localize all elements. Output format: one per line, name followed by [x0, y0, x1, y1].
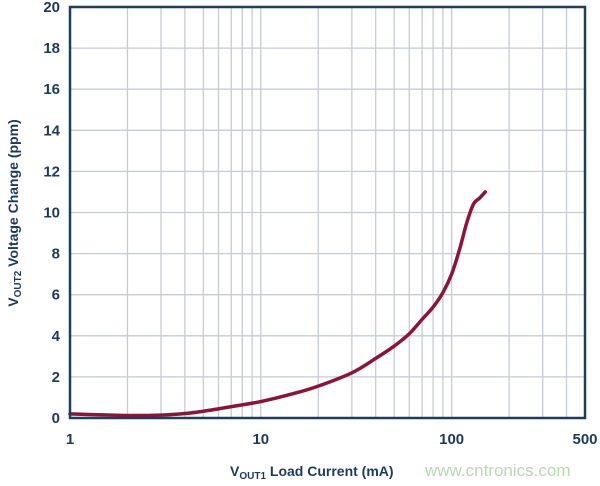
y-tick-label: 16	[43, 81, 60, 98]
y-axis-label: VOUT2 Voltage Change (ppm)	[5, 119, 24, 306]
x-tick-label: 1	[66, 431, 74, 448]
x-tick-labels: 1 10 100 500	[66, 431, 598, 448]
y-tick-label: 8	[52, 246, 60, 263]
grid	[70, 7, 585, 418]
y-tick-label: 10	[43, 205, 60, 222]
y-tick-label: 14	[43, 122, 60, 139]
y-tick-label: 18	[43, 40, 60, 57]
watermark: www.cntronics.com	[424, 461, 570, 480]
plot-frame	[68, 5, 587, 420]
x-tick-label: 500	[572, 431, 597, 448]
x-axis-label: VOUT1 Load Current (mA)	[230, 463, 394, 482]
y-tick-label: 0	[52, 410, 60, 427]
series-group	[68, 190, 487, 418]
series-line	[68, 190, 487, 418]
y-tick-label: 4	[52, 328, 61, 345]
y-tick-labels: 0 2 4 6 8 10 12 14 16 18 20	[43, 0, 60, 427]
y-tick-label: 20	[43, 0, 60, 16]
y-tick-label: 6	[52, 287, 60, 304]
y-tick-label: 12	[43, 163, 60, 180]
x-tick-label: 100	[439, 431, 464, 448]
y-tick-label: 2	[52, 369, 60, 386]
x-tick-label: 10	[252, 431, 269, 448]
